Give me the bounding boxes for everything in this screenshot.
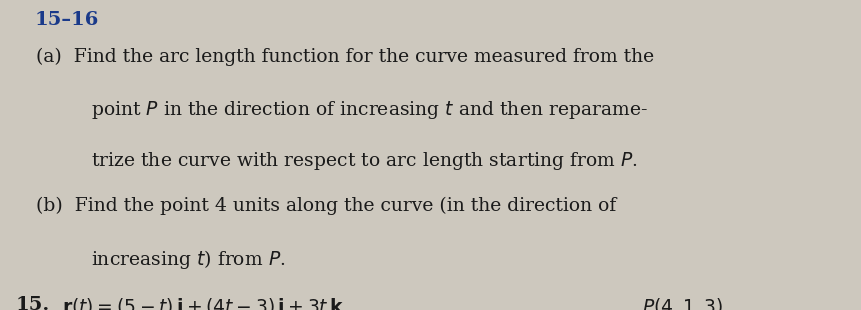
Text: (a)  Find the arc length function for the curve measured from the: (a) Find the arc length function for the… <box>36 48 653 66</box>
Text: point $P$ in the direction of increasing $t$ and then reparame-: point $P$ in the direction of increasing… <box>90 99 647 121</box>
Text: (b)  Find the point 4 units along the curve (in the direction of: (b) Find the point 4 units along the cur… <box>36 197 616 215</box>
Text: $P(4, 1, 3)$: $P(4, 1, 3)$ <box>641 296 722 310</box>
Text: trize the curve with respect to arc length starting from $P$.: trize the curve with respect to arc leng… <box>90 150 637 172</box>
Text: $\mathbf{r}(t) = (5 - t)\,\mathbf{i} + (4t - 3)\,\mathbf{j} + 3t\,\mathbf{k},$: $\mathbf{r}(t) = (5 - t)\,\mathbf{i} + (… <box>62 296 348 310</box>
Text: increasing $t$) from $P$.: increasing $t$) from $P$. <box>90 248 285 271</box>
Text: 15.: 15. <box>15 296 50 310</box>
Text: 15–16: 15–16 <box>34 11 99 29</box>
